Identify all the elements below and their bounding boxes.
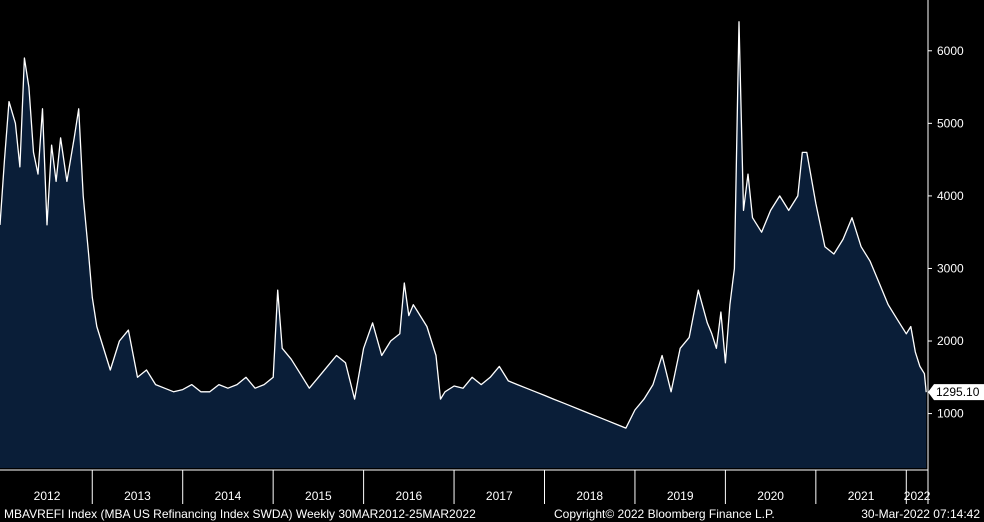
y-tick-label: 1000 — [937, 407, 964, 421]
x-axis-ticks: 2012 2013 2014 2015 2016 2017 2018 2019 2020 2021… — [34, 470, 931, 504]
x-tick-label: 2019 — [667, 489, 694, 503]
x-tick-label: 2016 — [395, 489, 422, 503]
x-tick-label: 2021 — [848, 489, 875, 503]
x-tick-label: 2017 — [486, 489, 513, 503]
footer-copyright: Copyright© 2022 Bloomberg Finance L.P. — [554, 507, 775, 521]
x-tick-label: 2012 — [34, 489, 61, 503]
y-tick-label: 2000 — [937, 334, 964, 348]
x-tick-label: 2018 — [576, 489, 603, 503]
footer-timestamp: 30-Mar-2022 07:14:42 — [861, 507, 980, 521]
footer-bar: MBAVREFI Index (MBA US Refinancing Index… — [0, 504, 984, 522]
axes — [0, 0, 929, 504]
last-value-label: 1295.10 — [936, 385, 980, 399]
y-tick-label: 4000 — [937, 189, 964, 203]
y-tick-label: 6000 — [937, 44, 964, 58]
last-value-marker: 1295.10 — [928, 384, 984, 401]
y-axis-ticks: 1000 2000 3000 4000 5000 6000 — [928, 44, 964, 421]
x-tick-label: 2014 — [215, 489, 242, 503]
plot-area — [0, 21, 927, 469]
last-value-box — [928, 384, 984, 401]
x-tick-label: 2015 — [305, 489, 332, 503]
y-tick-label: 5000 — [937, 116, 964, 130]
series-area-fill — [0, 21, 927, 469]
x-tick-label: 2013 — [124, 489, 151, 503]
footer-description: MBAVREFI Index (MBA US Refinancing Index… — [4, 507, 476, 521]
x-tick-label: 2020 — [757, 489, 784, 503]
y-tick-label: 3000 — [937, 261, 964, 275]
x-tick-label: 2022 — [904, 489, 931, 503]
series-line — [0, 21, 927, 429]
